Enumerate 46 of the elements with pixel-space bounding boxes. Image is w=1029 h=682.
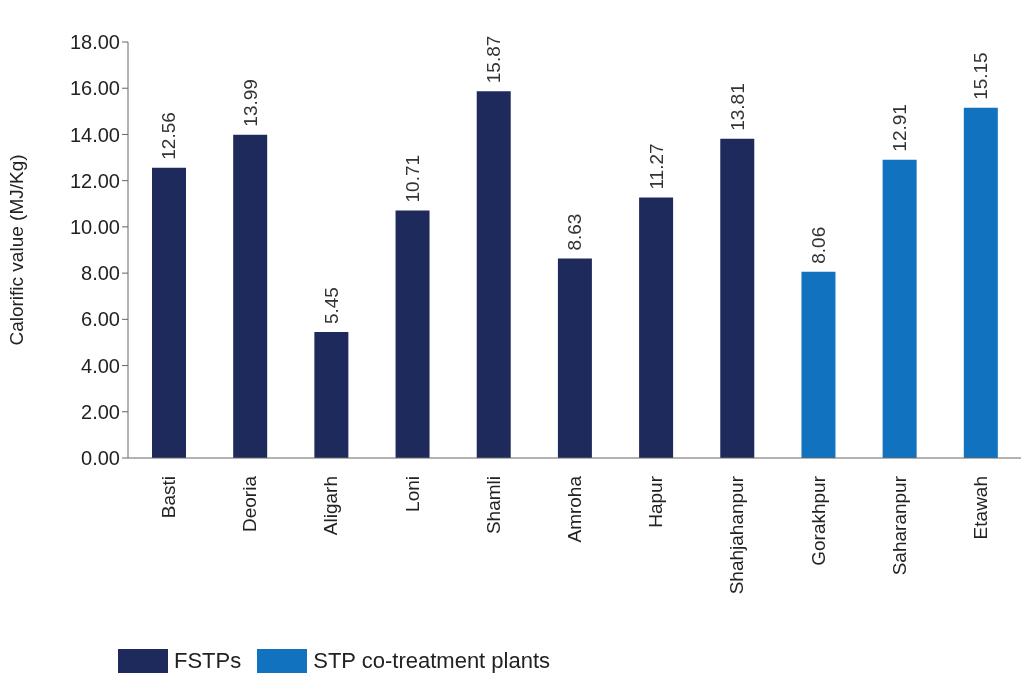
bar <box>963 107 998 458</box>
legend-label: STP co-treatment plants <box>313 648 551 674</box>
x-tick-label: Hapur <box>645 475 667 528</box>
x-tick-label: Amroha <box>564 475 585 543</box>
x-tick-label: Shamli <box>482 476 504 535</box>
data-label: 5.45 <box>320 287 342 325</box>
bar <box>882 159 917 458</box>
bar <box>557 258 592 458</box>
bar <box>152 167 186 458</box>
data-label: 10.71 <box>402 154 424 203</box>
y-axis-title: Calorific value (MJ/Kg) <box>5 154 27 346</box>
x-tick-label: Shahjahanpur <box>726 475 748 595</box>
x-tick-label: Saharanpur <box>888 475 910 576</box>
data-label: 8.06 <box>807 226 829 264</box>
bar <box>233 134 268 458</box>
x-tick-label: Aligarh <box>320 476 342 536</box>
y-tick-label: 18.00 <box>69 31 120 54</box>
y-tick-label: 6.00 <box>81 308 120 331</box>
x-tick-label: Loni <box>401 476 423 512</box>
y-tick-label: 16.00 <box>69 77 120 100</box>
data-label: 15.87 <box>483 35 505 84</box>
data-label: 12.91 <box>889 104 911 152</box>
bar <box>720 138 755 458</box>
data-label: 11.27 <box>645 143 667 190</box>
legend-label: FSTPs <box>174 648 242 674</box>
data-label: 12.56 <box>158 112 180 160</box>
x-tick-label: Basti <box>158 476 180 519</box>
y-tick-label: 2.00 <box>81 400 120 423</box>
y-tick-label: 0.00 <box>81 447 120 470</box>
bar <box>476 91 511 458</box>
y-tick-label: 10.00 <box>69 215 120 238</box>
data-label: 13.81 <box>726 83 748 131</box>
data-label: 15.15 <box>970 52 992 100</box>
x-tick-label: Deoria <box>239 475 261 532</box>
data-label: 13.99 <box>239 79 261 127</box>
y-tick-label: 4.00 <box>81 354 120 377</box>
x-tick-label: Gorakhpur <box>807 475 829 566</box>
bar <box>395 210 430 458</box>
bar <box>639 197 674 458</box>
y-tick-label: 12.00 <box>69 169 120 192</box>
y-tick-label: 8.00 <box>81 262 120 285</box>
y-tick-label: 14.00 <box>69 123 120 146</box>
bar <box>801 271 836 458</box>
bar <box>314 332 349 458</box>
x-tick-label: Etawah <box>969 476 991 540</box>
data-label: 8.63 <box>564 213 586 251</box>
